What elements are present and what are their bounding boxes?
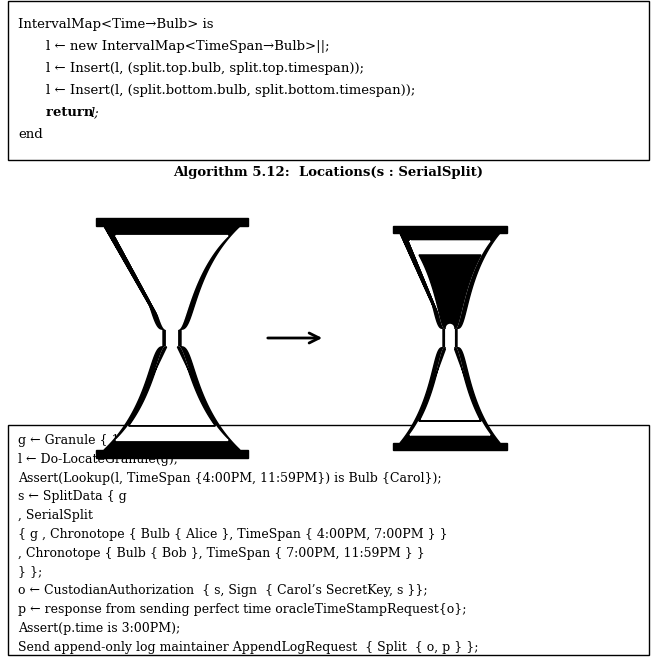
Text: p ← response from sending perfect time oracleTimeStampRequest{o};: p ← response from sending perfect time o… [18,603,466,616]
Circle shape [447,324,453,332]
Polygon shape [96,218,248,226]
Text: l ← Insert(l, (split.top.bulb, split.top.timespan));: l ← Insert(l, (split.top.bulb, split.top… [46,62,364,75]
Circle shape [168,334,175,342]
Polygon shape [393,226,507,233]
Text: o ← CustodianAuthorization  { s, Sign  { Carol’s SecretKey, s }};: o ← CustodianAuthorization { s, Sign { C… [18,584,428,597]
Text: return: return [46,106,98,119]
Text: Algorithm 5.12:  Locations(s : SerialSplit): Algorithm 5.12: Locations(s : SerialSpli… [173,166,484,179]
Text: l ← new IntervalMap<TimeSpan→Bulb>||;: l ← new IntervalMap<TimeSpan→Bulb>||; [46,40,330,53]
Text: } };: } }; [18,566,42,578]
Polygon shape [129,347,215,426]
Text: , SerialSplit: , SerialSplit [18,509,93,522]
Text: l ← Insert(l, (split.bottom.bulb, split.bottom.timespan));: l ← Insert(l, (split.bottom.bulb, split.… [46,84,415,97]
Text: , Chronotope { Bulb { Bob }, TimeSpan { 7:00PM, 11:59PM } }: , Chronotope { Bulb { Bob }, TimeSpan { … [18,547,424,560]
Polygon shape [393,443,507,450]
Circle shape [447,345,453,351]
Bar [8,425,649,655]
Text: l;: l; [90,106,99,119]
Bar [8,1,649,160]
Text: IntervalMap<Time→Bulb> is: IntervalMap<Time→Bulb> is [18,18,214,31]
Text: { g , Chronotope { Bulb { Alice }, TimeSpan { 4:00PM, 7:00PM } }: { g , Chronotope { Bulb { Alice }, TimeS… [18,528,447,541]
Polygon shape [96,450,248,458]
Text: l ← Do-LocateGranule(g);: l ← Do-LocateGranule(g); [18,453,178,466]
Circle shape [168,324,175,332]
Polygon shape [410,241,490,435]
Polygon shape [116,236,228,440]
Polygon shape [419,347,481,421]
Polygon shape [104,226,240,450]
Text: s ← SplitData { g: s ← SplitData { g [18,490,127,503]
Text: Assert(p.time is 3:00PM);: Assert(p.time is 3:00PM); [18,622,180,635]
Circle shape [168,345,175,351]
Text: end: end [18,128,43,141]
Text: Send append-only log maintainer AppendLogRequest  { Split  { o, p } };: Send append-only log maintainer AppendLo… [18,641,478,654]
Polygon shape [400,233,500,443]
Circle shape [447,334,453,342]
Text: Assert(Lookup(l, TimeSpan {4:00PM, 11:59PM}) is Bulb {Carol});: Assert(Lookup(l, TimeSpan {4:00PM, 11:59… [18,472,442,484]
Polygon shape [419,255,481,328]
Text: g ← Granule { 1 };: g ← Granule { 1 }; [18,434,136,447]
